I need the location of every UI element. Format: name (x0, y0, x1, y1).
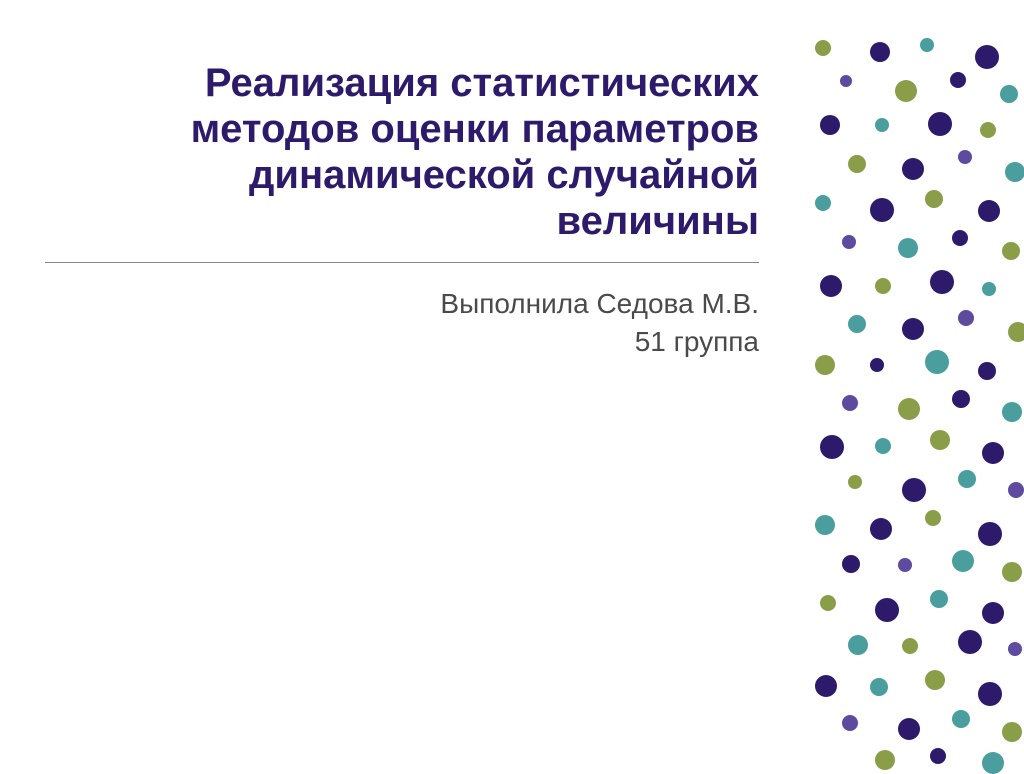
dot-icon (1008, 482, 1024, 498)
dot-icon (842, 235, 856, 249)
dot-icon (898, 558, 912, 572)
dot-icon (875, 598, 899, 622)
dot-icon (842, 555, 860, 573)
dot-icon (1002, 402, 1022, 422)
dot-icon (848, 635, 868, 655)
dot-icon (958, 470, 976, 488)
dot-icon (952, 390, 970, 408)
dot-icon (930, 430, 950, 450)
dot-icon (920, 38, 934, 52)
dot-icon (982, 602, 1004, 624)
dot-icon (980, 122, 996, 138)
dot-icon (978, 200, 1000, 222)
dot-icon (820, 275, 842, 297)
dot-icon (902, 638, 918, 654)
dot-icon (1000, 85, 1018, 103)
slide: Реализация статистических методов оценки… (0, 0, 1024, 767)
dot-icon (975, 45, 999, 69)
dot-icon (898, 398, 920, 420)
dot-icon (982, 282, 996, 296)
dot-icon (815, 355, 835, 375)
dot-icon (875, 118, 889, 132)
dot-icon (958, 630, 982, 654)
decorative-dots (814, 0, 1024, 767)
dot-icon (902, 158, 924, 180)
dot-icon (898, 718, 920, 740)
title-divider (45, 262, 759, 263)
dot-icon (978, 682, 1002, 706)
dot-icon (848, 155, 866, 173)
dot-icon (815, 515, 835, 535)
dot-icon (982, 752, 1004, 774)
dot-icon (848, 475, 862, 489)
dot-icon (1002, 242, 1020, 260)
dot-icon (928, 112, 952, 136)
dot-icon (958, 310, 974, 326)
dot-icon (902, 318, 924, 340)
dot-icon (978, 522, 1002, 546)
dot-icon (1008, 642, 1022, 656)
dot-icon (1005, 162, 1024, 182)
dot-icon (950, 72, 966, 88)
dot-icon (870, 198, 894, 222)
dot-icon (870, 678, 888, 696)
dot-icon (820, 435, 844, 459)
dot-icon (902, 478, 926, 502)
dot-icon (982, 442, 1004, 464)
dot-icon (870, 42, 890, 62)
dot-icon (840, 75, 852, 87)
dot-icon (870, 358, 884, 372)
dot-icon (952, 230, 968, 246)
dot-icon (978, 362, 996, 380)
dot-icon (930, 270, 954, 294)
dot-icon (925, 670, 945, 690)
group-line: 51 группа (45, 323, 759, 361)
dot-icon (875, 438, 891, 454)
dot-icon (815, 675, 837, 697)
dot-icon (815, 40, 831, 56)
dot-icon (930, 748, 946, 764)
dot-icon (842, 395, 858, 411)
dot-icon (952, 710, 970, 728)
dot-icon (958, 150, 972, 164)
dot-icon (842, 715, 858, 731)
dot-icon (875, 750, 895, 770)
dot-icon (1008, 322, 1024, 342)
dot-icon (820, 115, 840, 135)
dot-icon (820, 595, 836, 611)
dot-icon (815, 195, 831, 211)
dot-icon (925, 350, 949, 374)
dot-icon (930, 590, 948, 608)
dot-icon (895, 80, 917, 102)
dot-icon (870, 518, 892, 540)
author-line: Выполнила Седова М.В. (45, 285, 759, 323)
dot-icon (875, 278, 891, 294)
dot-icon (848, 315, 866, 333)
dot-icon (925, 190, 943, 208)
dot-icon (898, 238, 918, 258)
dot-icon (925, 510, 941, 526)
dot-icon (952, 550, 974, 572)
dot-icon (1002, 722, 1022, 742)
dot-icon (1002, 562, 1022, 582)
